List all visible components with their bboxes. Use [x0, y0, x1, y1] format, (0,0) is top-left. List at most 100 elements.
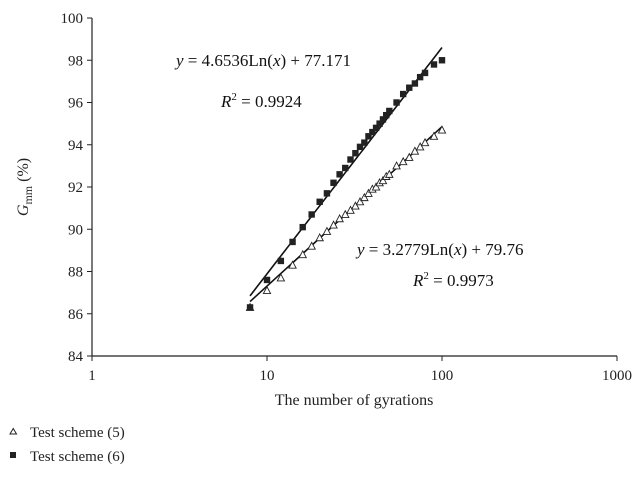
equation-scheme-5-r2: R2 = 0.9973	[412, 270, 494, 290]
point-scheme-5	[404, 152, 414, 161]
point-scheme-6	[393, 99, 400, 106]
y-ticks: 84 86 88 90 92 94 96 98 100	[61, 11, 92, 365]
point-scheme-5	[378, 175, 388, 185]
x-axis-title: The number of gyrations	[275, 392, 434, 409]
point-scheme-5	[276, 273, 286, 282]
equation-scheme-6-r2: R2 = 0.9924	[220, 91, 302, 111]
eq6-r-sup: 2	[231, 91, 237, 103]
point-scheme-6	[323, 190, 331, 197]
y-tick-label: 92	[68, 180, 83, 196]
point-scheme-6	[316, 198, 323, 205]
point-scheme-5	[415, 142, 425, 151]
point-scheme-6	[289, 238, 296, 246]
point-scheme-6	[356, 143, 364, 151]
eq5-y: y	[355, 240, 365, 259]
point-scheme-6	[299, 223, 306, 231]
point-scheme-5	[371, 182, 381, 191]
point-scheme-6	[416, 73, 424, 81]
y-tick-label: 90	[68, 222, 83, 238]
point-scheme-6	[342, 164, 349, 172]
data-points	[245, 57, 447, 311]
point-scheme-6	[411, 80, 419, 87]
point-scheme-5	[262, 285, 272, 295]
y-tick-label: 96	[68, 96, 84, 112]
x-tick-label: 1000	[602, 368, 632, 384]
legend-marker-triangle-icon	[9, 427, 18, 435]
y-tick-label: 100	[61, 11, 84, 27]
point-scheme-6	[352, 150, 359, 157]
point-scheme-5	[298, 249, 308, 259]
y-tick-label: 98	[68, 53, 83, 69]
x-tick-label: 10	[260, 368, 275, 384]
y-tick-label: 84	[68, 349, 84, 365]
legend-label-scheme-6: Test scheme (6)	[30, 449, 125, 465]
point-scheme-6	[336, 171, 343, 178]
point-scheme-6	[277, 257, 285, 265]
point-scheme-6	[383, 111, 390, 119]
point-scheme-5	[340, 209, 350, 218]
eq6-mid: = 4.6536Ln(	[184, 51, 274, 70]
eq5-mid: = 3.2779Ln(	[365, 240, 455, 259]
legend-label-scheme-5: Test scheme (5)	[30, 425, 125, 441]
point-scheme-6	[361, 139, 368, 146]
point-scheme-6	[372, 124, 380, 132]
point-scheme-6	[369, 128, 376, 136]
y-axis-title: Gmm (%)	[15, 158, 35, 216]
y-axis-title-sub: mm	[21, 185, 35, 204]
point-scheme-5	[329, 220, 338, 229]
point-scheme-6	[308, 211, 315, 218]
point-scheme-5	[307, 241, 317, 250]
y-axis-title-unit: (%)	[15, 158, 32, 186]
point-scheme-5	[410, 146, 420, 155]
point-scheme-5	[437, 125, 447, 134]
eq5-x: x	[453, 240, 462, 259]
point-scheme-5	[322, 226, 332, 235]
eq6-end: ) + 77.171	[280, 51, 351, 70]
point-scheme-6	[376, 120, 383, 127]
point-scheme-6	[406, 84, 413, 91]
point-scheme-6	[438, 57, 446, 64]
x-ticks: 1 10 100 1000	[88, 356, 632, 384]
point-scheme-6	[347, 156, 354, 163]
point-scheme-5	[392, 161, 401, 170]
plot-axes	[91, 18, 617, 357]
point-scheme-5	[335, 213, 344, 223]
point-scheme-5	[420, 137, 430, 147]
y-tick-label: 88	[68, 265, 83, 281]
y-axis-title-main: G	[15, 204, 32, 216]
equation-scheme-6: y = 4.6536Ln(x) + 77.171 R2 = 0.9924	[174, 51, 351, 111]
point-scheme-5	[360, 192, 369, 202]
eq6-r: R	[220, 92, 232, 111]
point-scheme-5	[429, 131, 439, 140]
eq5-r-sup: 2	[423, 270, 429, 282]
eq6-r-value: = 0.9924	[237, 92, 302, 111]
point-scheme-6	[399, 90, 407, 98]
point-scheme-6	[263, 276, 271, 284]
eq5-end: ) + 79.76	[461, 240, 523, 259]
point-scheme-5	[384, 169, 394, 178]
point-scheme-6	[386, 107, 393, 115]
legend: Test scheme (5) Test scheme (6)	[9, 425, 125, 465]
point-scheme-6	[365, 133, 372, 140]
equation-scheme-5: y = 3.2779Ln(x) + 79.76 R2 = 0.9973	[355, 240, 523, 290]
y-tick-label: 94	[68, 138, 84, 154]
point-scheme-5	[346, 205, 355, 214]
eq6-y: y	[174, 51, 184, 70]
x-tick-label: 1	[88, 368, 96, 384]
point-scheme-5	[398, 156, 408, 166]
eq5-r-value: = 0.9973	[429, 271, 494, 290]
legend-marker-square-icon	[10, 452, 16, 458]
eq5-r: R	[412, 271, 424, 290]
point-scheme-5	[315, 232, 325, 242]
equation-scheme-6-fit: y = 4.6536Ln(x) + 77.171	[174, 51, 351, 70]
point-scheme-5	[364, 188, 373, 197]
point-scheme-6	[379, 116, 387, 123]
x-tick-label: 100	[431, 368, 454, 384]
point-scheme-6	[430, 61, 438, 68]
point-scheme-6	[330, 179, 337, 186]
point-scheme-6	[246, 304, 254, 311]
point-scheme-5	[355, 197, 365, 206]
y-tick-label: 86	[68, 307, 84, 323]
point-scheme-5	[288, 260, 297, 269]
